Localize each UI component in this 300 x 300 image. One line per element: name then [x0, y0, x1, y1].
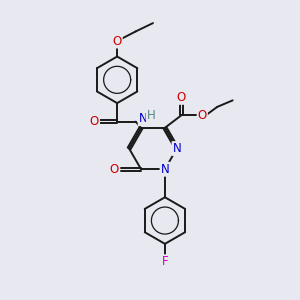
Text: NH: NH [139, 112, 156, 125]
Text: O: O [90, 115, 99, 128]
Text: N: N [172, 142, 181, 155]
Text: O: O [112, 34, 122, 47]
Text: N: N [160, 163, 169, 176]
Text: O: O [110, 163, 119, 176]
Text: H: H [147, 109, 156, 122]
Text: O: O [198, 109, 207, 122]
Text: O: O [177, 91, 186, 104]
Text: F: F [162, 255, 168, 268]
